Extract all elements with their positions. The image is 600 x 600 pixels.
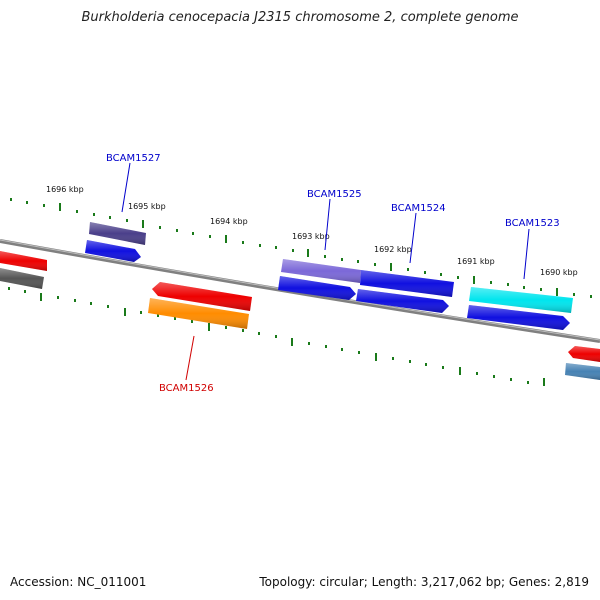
feature-slate-purple[interactable] (89, 222, 146, 245)
lower-tick-track (8, 287, 545, 386)
gene-arrow-blue[interactable] (356, 289, 449, 313)
tick-label: 1695 kbp (128, 202, 166, 211)
gene-arrow-red[interactable] (568, 346, 600, 362)
tick-label: 1692 kbp (374, 245, 412, 254)
tick-label: 1691 kbp (457, 257, 495, 266)
tick-label: 1690 kbp (540, 268, 578, 277)
label-leader-line (121, 162, 131, 213)
accession-text: Accession: NC_011001 (10, 575, 147, 589)
gene-label-bcam1524[interactable]: BCAM1524 (391, 203, 446, 214)
label-leader-line (324, 198, 331, 251)
gene-label-bcam1526[interactable]: BCAM1526 (159, 383, 214, 394)
gene-arrow-blue[interactable] (467, 305, 570, 330)
gene-arrow-red[interactable] (0, 251, 47, 271)
feature-steel-blue[interactable] (565, 363, 600, 380)
label-leader-line (409, 212, 417, 264)
map-title: Burkholderia cenocepacia J2315 chromosom… (81, 10, 519, 25)
gene-label-bcam1527[interactable]: BCAM1527 (106, 153, 161, 164)
genome-map: 1696 kbp 1695 kbp 1694 kbp 1693 kbp 1692… (0, 153, 600, 394)
feature-medium-purple[interactable] (281, 259, 361, 283)
feature-dark-gray[interactable] (0, 268, 44, 289)
gene-arrow-blue[interactable] (85, 240, 141, 262)
feature-orange[interactable] (148, 298, 249, 329)
label-leader-line (185, 335, 195, 381)
gene-label-bcam1525[interactable]: BCAM1525 (307, 189, 362, 200)
feature-cyan[interactable] (469, 287, 573, 313)
label-leader-line (523, 228, 530, 280)
tick-label: 1694 kbp (210, 217, 248, 226)
gene-arrow-red[interactable] (152, 282, 252, 311)
tick-label: 1693 kbp (292, 232, 330, 241)
genome-summary-text: Topology: circular; Length: 3,217,062 bp… (259, 575, 589, 589)
gene-label-bcam1523[interactable]: BCAM1523 (505, 218, 560, 229)
feature-blue[interactable] (360, 270, 454, 297)
tick-label: 1696 kbp (46, 185, 84, 194)
gene-arrow-blue[interactable] (278, 276, 356, 300)
upper-tick-track (10, 198, 592, 298)
